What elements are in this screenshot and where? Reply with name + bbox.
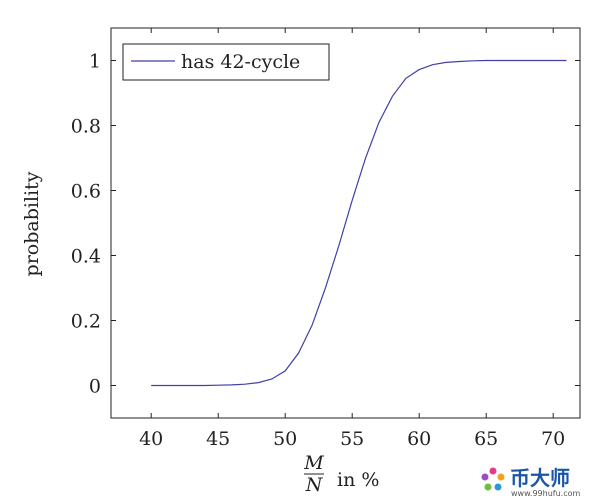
y-axis-ticks: 0 0.2 0.4 0.6 0.8 1 (71, 51, 580, 398)
legend-label: has 42-cycle (181, 51, 300, 73)
watermark-url: www.99hufu.com (511, 489, 580, 498)
y-tick-label: 0.8 (71, 116, 101, 138)
x-tick-label: 55 (340, 428, 364, 450)
y-tick-label: 0 (89, 376, 101, 398)
legend-box (122, 43, 330, 81)
y-tick-label: 0.4 (71, 246, 101, 268)
x-tick-label: 50 (273, 428, 297, 450)
x-axis-label-numerator: M (303, 452, 324, 474)
series-line-0 (151, 59, 567, 387)
y-tick-label: 0.6 (71, 181, 101, 203)
x-axis-label-suffix: in % (337, 469, 379, 491)
series-layer (151, 59, 567, 387)
legend: has 42-cycle (122, 43, 330, 81)
x-axis-label-denominator: N (305, 474, 324, 496)
x-tick-label: 40 (139, 428, 163, 450)
x-tick-label: 70 (541, 428, 565, 450)
watermark-brand: 币大师 (510, 466, 570, 490)
y-axis-label: probability (21, 171, 43, 276)
x-axis-label: M N in % (303, 452, 379, 496)
x-tick-label: 45 (206, 428, 230, 450)
watermark-logo: 币大师 www.99hufu.com (481, 466, 580, 498)
x-tick-label: 65 (474, 428, 498, 450)
y-tick-label: 1 (89, 51, 101, 73)
plot-frame (110, 27, 581, 419)
flower-logo-icon (481, 467, 505, 491)
x-axis-ticks: 40 45 50 55 60 65 70 (139, 28, 565, 450)
x-tick-label: 60 (407, 428, 431, 450)
y-tick-label: 0.2 (71, 311, 101, 333)
